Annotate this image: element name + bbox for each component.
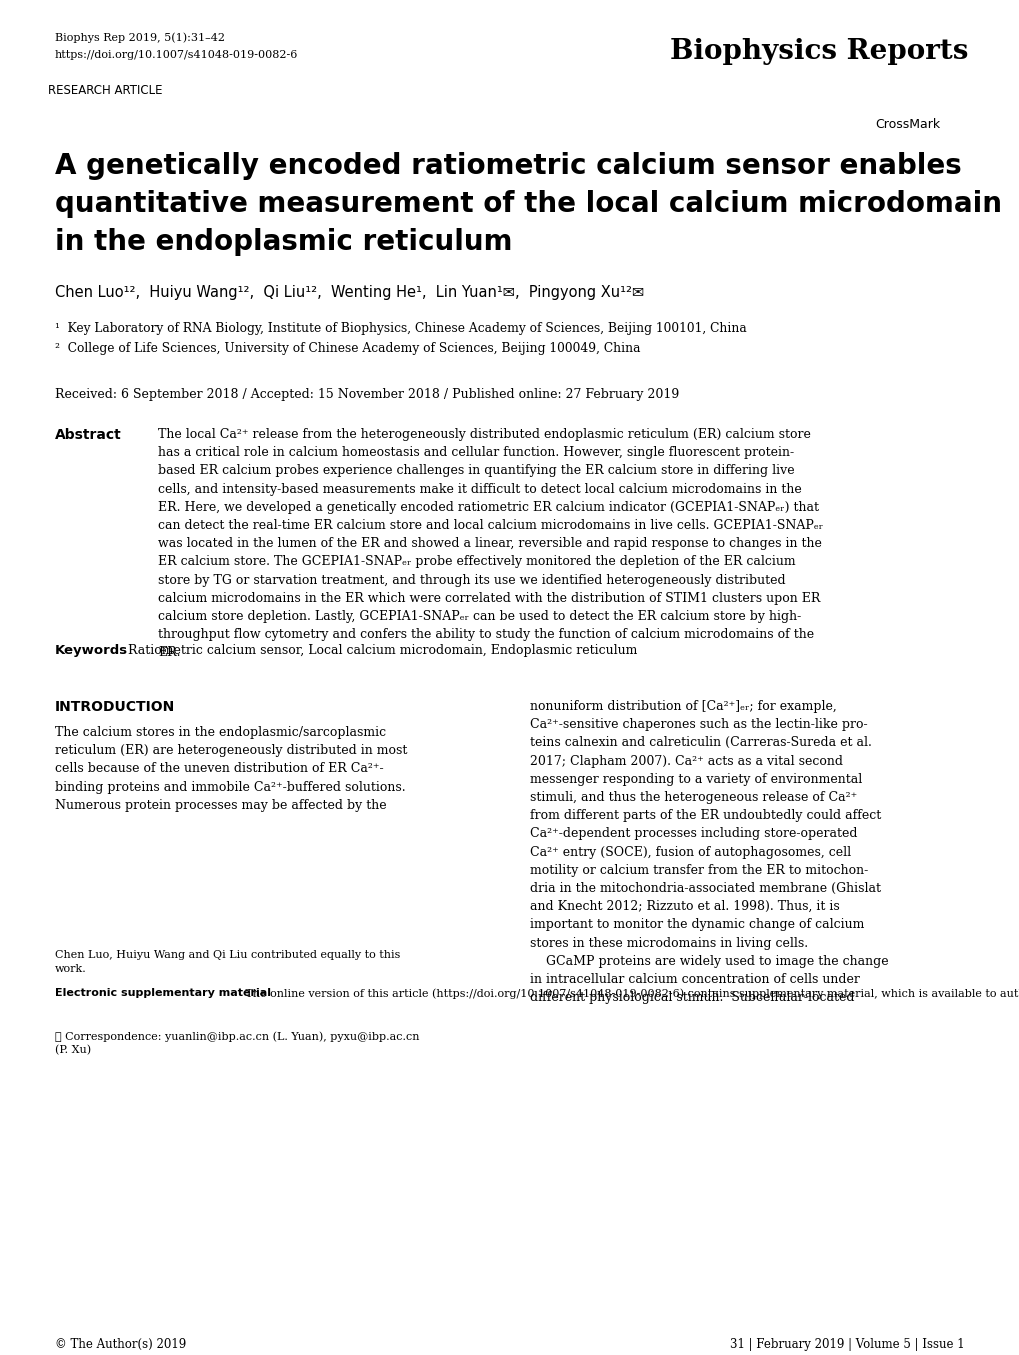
- Text: quantitative measurement of the local calcium microdomain: quantitative measurement of the local ca…: [55, 190, 1001, 218]
- Text: © The Author(s) 2019: © The Author(s) 2019: [55, 1337, 186, 1351]
- Text: Abstract: Abstract: [55, 428, 121, 442]
- Text: nonuniform distribution of [Ca²⁺]ₑᵣ; for example,
Ca²⁺-sensitive chaperones such: nonuniform distribution of [Ca²⁺]ₑᵣ; for…: [530, 701, 888, 1004]
- Text: Ratiometric calcium sensor, Local calcium microdomain, Endoplasmic reticulum: Ratiometric calcium sensor, Local calciu…: [127, 644, 637, 657]
- Text: A genetically encoded ratiometric calcium sensor enables: A genetically encoded ratiometric calciu…: [55, 152, 961, 180]
- Text: Received: 6 September 2018 / Accepted: 15 November 2018 / Published online: 27 F: Received: 6 September 2018 / Accepted: 1…: [55, 388, 679, 401]
- Text: The calcium stores in the endoplasmic/sarcoplasmic
reticulum (ER) are heterogene: The calcium stores in the endoplasmic/sa…: [55, 726, 407, 812]
- Text: Keywords: Keywords: [55, 644, 128, 657]
- Text: Biophysics Reports: Biophysics Reports: [668, 38, 967, 65]
- Text: ✉ Correspondence: yuanlin@ibp.ac.cn (L. Yuan), pyxu@ibp.ac.cn
(P. Xu): ✉ Correspondence: yuanlin@ibp.ac.cn (L. …: [55, 1031, 419, 1056]
- Text: ¹  Key Laboratory of RNA Biology, Institute of Biophysics, Chinese Academy of Sc: ¹ Key Laboratory of RNA Biology, Institu…: [55, 322, 746, 335]
- Text: Electronic supplementary material: Electronic supplementary material: [55, 988, 271, 999]
- Text: ²  College of Life Sciences, University of Chinese Academy of Sciences, Beijing : ² College of Life Sciences, University o…: [55, 341, 640, 355]
- Text: Chen Luo, Huiyu Wang and Qi Liu contributed equally to this
work.: Chen Luo, Huiyu Wang and Qi Liu contribu…: [55, 950, 400, 974]
- Text: Chen Luo¹²,  Huiyu Wang¹²,  Qi Liu¹²,  Wenting He¹,  Lin Yuan¹✉,  Pingyong Xu¹²✉: Chen Luo¹², Huiyu Wang¹², Qi Liu¹², Went…: [55, 285, 644, 299]
- Text: Biophys Rep 2019, 5(1):31–42: Biophys Rep 2019, 5(1):31–42: [55, 33, 225, 42]
- Text: 31 | February 2019 | Volume 5 | Issue 1: 31 | February 2019 | Volume 5 | Issue 1: [730, 1337, 964, 1351]
- Text: CrossMark: CrossMark: [874, 118, 940, 131]
- Text: in the endoplasmic reticulum: in the endoplasmic reticulum: [55, 228, 512, 256]
- Text: The online version of this article (https://doi.org/10.1007/s41048-019-0082-6) c: The online version of this article (http…: [242, 988, 1019, 999]
- Text: INTRODUCTION: INTRODUCTION: [55, 701, 175, 714]
- Text: https://doi.org/10.1007/s41048-019-0082-6: https://doi.org/10.1007/s41048-019-0082-…: [55, 50, 299, 60]
- Text: RESEARCH ARTICLE: RESEARCH ARTICLE: [48, 84, 162, 98]
- Text: The local Ca²⁺ release from the heterogeneously distributed endoplasmic reticulu: The local Ca²⁺ release from the heteroge…: [158, 428, 822, 660]
